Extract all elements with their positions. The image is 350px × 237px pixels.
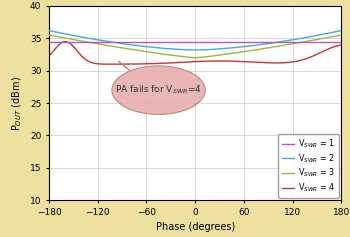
Text: PA fails for V$_{SWR}$=4: PA fails for V$_{SWR}$=4 <box>115 84 202 96</box>
Ellipse shape <box>112 66 205 114</box>
Polygon shape <box>118 61 130 71</box>
Legend: V$_{SWR}$ = 1, V$_{SWR}$ = 2, V$_{SWR}$ = 3, V$_{SWR}$ = 4: V$_{SWR}$ = 1, V$_{SWR}$ = 2, V$_{SWR}$ … <box>278 134 339 198</box>
X-axis label: Phase (degrees): Phase (degrees) <box>155 223 235 232</box>
Y-axis label: P$_{OUT}$ (dBm): P$_{OUT}$ (dBm) <box>11 76 24 131</box>
